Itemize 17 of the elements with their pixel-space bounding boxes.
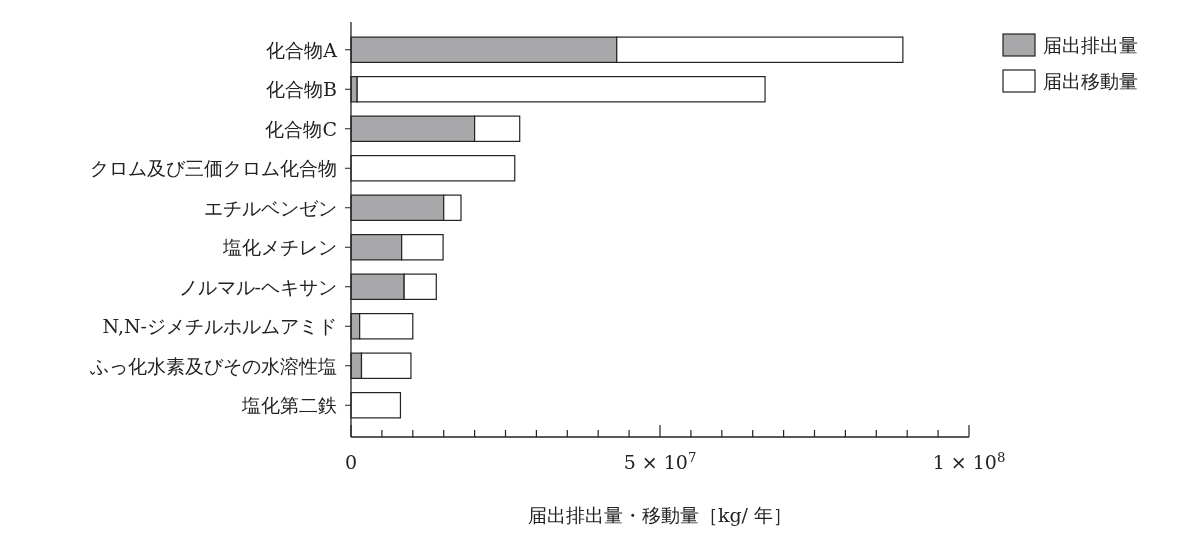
bar — [356, 76, 766, 103]
y-tick-label: 化合物B — [266, 78, 337, 101]
y-tick-label: エチルベンゼン — [204, 196, 337, 219]
x-tick-label: 1 × 10$^{8}$ — [932, 449, 1006, 473]
y-tick-label: クロム及び三価クロム化合物 — [90, 157, 337, 180]
y-tick-label: 塩化第二鉄 — [241, 394, 337, 417]
x-tick-label: 5 × 10$^{7}$ — [623, 449, 697, 473]
legend-label: 届出移動量 — [1043, 70, 1138, 92]
legend-label: 届出排出量 — [1043, 34, 1138, 56]
y-tick-label: 化合物A — [266, 38, 338, 61]
x-tick-label: 0 — [344, 451, 358, 473]
y-tick-label: 化合物C — [265, 117, 337, 140]
y-tick-label: ノルマル-ヘキサン — [178, 275, 337, 298]
x-axis-title: 届出排出量・移動量［kg/ 年］ — [527, 504, 793, 526]
y-tick-label: ふっ化水素及びその水溶性塩 — [89, 354, 337, 377]
y-tick-label: N,N-ジメチルホルムアミド — [102, 315, 337, 338]
y-tick-label: 塩化メチレン — [222, 236, 337, 259]
